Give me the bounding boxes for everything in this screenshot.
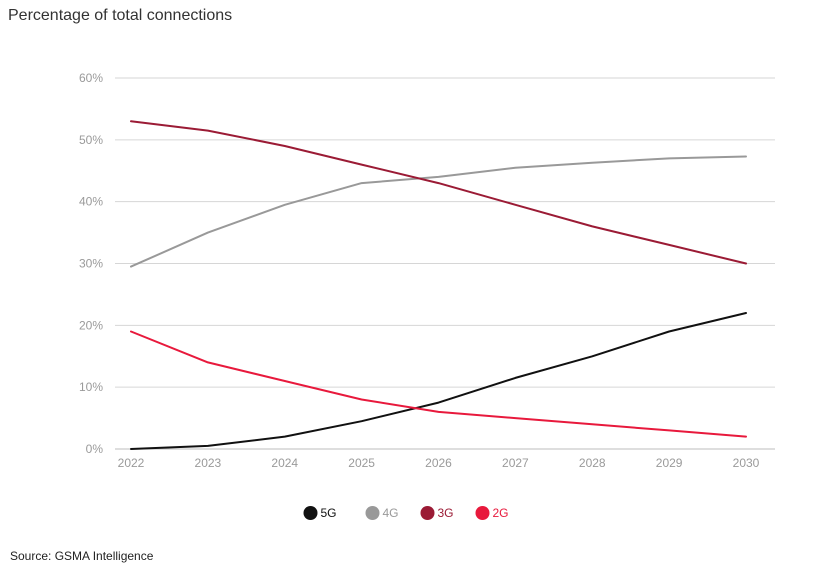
x-tick-label: 2029 <box>656 456 683 470</box>
x-tick-label: 2027 <box>502 456 529 470</box>
y-tick-label: 60% <box>79 71 103 85</box>
y-tick-label: 50% <box>79 133 103 147</box>
legend-label-5g: 5G <box>321 506 337 520</box>
x-axis-ticks: 2022 2023 2024 2025 2026 2027 2028 2029 2030 <box>118 456 760 470</box>
legend-marker-5g <box>303 506 318 520</box>
x-tick-label: 2026 <box>425 456 452 470</box>
legend-marker-4g <box>365 506 380 520</box>
series-line-2g <box>130 330 747 438</box>
x-tick-label: 2022 <box>118 456 145 470</box>
y-tick-label: 10% <box>79 380 103 394</box>
series-line-4g <box>130 155 747 268</box>
y-tick-label: 20% <box>79 318 103 332</box>
source-note: Source: GSMA Intelligence <box>10 549 154 563</box>
y-tick-label: 30% <box>79 257 103 271</box>
x-tick-label: 2025 <box>348 456 375 470</box>
legend-marker-2g <box>475 506 490 520</box>
x-tick-label: 2028 <box>579 456 606 470</box>
series-line-5g <box>130 312 747 450</box>
x-tick-label: 2023 <box>195 456 222 470</box>
legend-marker-3g <box>420 506 435 520</box>
legend-label-3g: 3G <box>438 506 454 520</box>
legend-label-4g: 4G <box>383 506 399 520</box>
y-tick-label: 0% <box>86 442 104 456</box>
series-line-3g <box>130 120 747 265</box>
y-axis-ticks: 0% 10% 20% 30% 40% 50% 60% <box>79 71 103 456</box>
y-tick-label: 40% <box>79 195 103 209</box>
legend: 5G 4G 3G 2G <box>303 506 509 520</box>
legend-label-2g: 2G <box>493 506 509 520</box>
x-tick-label: 2030 <box>733 456 760 470</box>
gridlines <box>115 77 775 450</box>
x-tick-label: 2024 <box>271 456 298 470</box>
series-lines <box>130 120 747 450</box>
chart-title: Percentage of total connections <box>8 7 233 24</box>
